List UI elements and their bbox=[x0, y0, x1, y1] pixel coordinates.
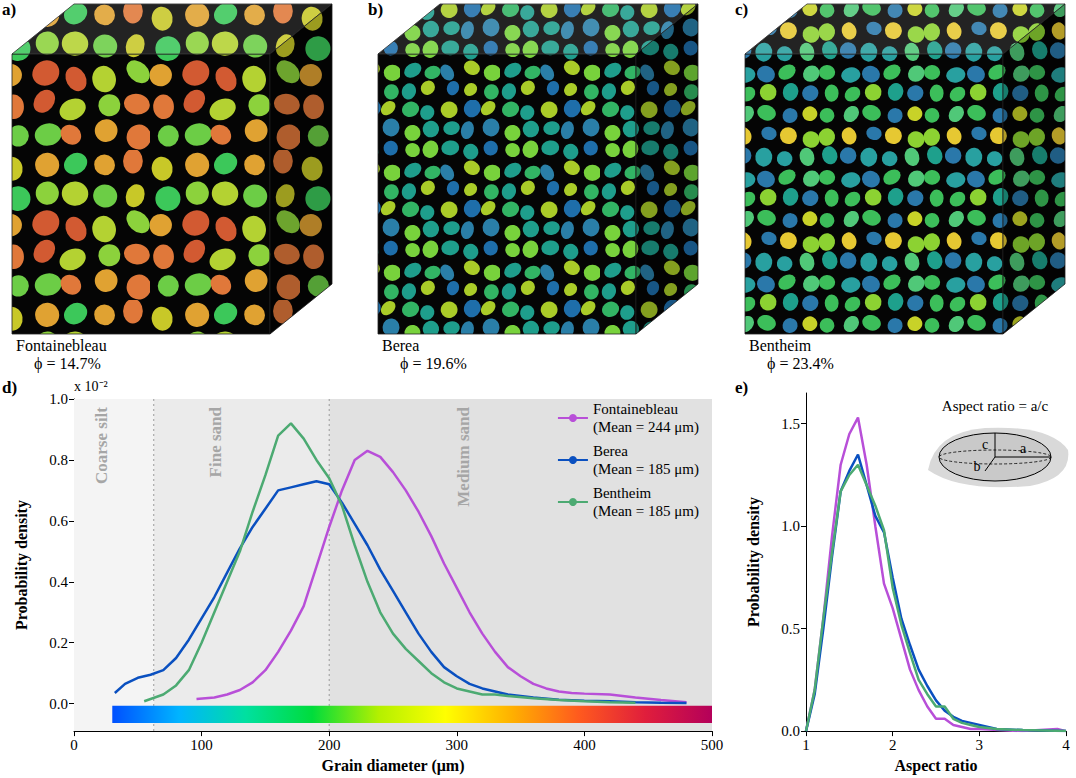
svg-text:4: 4 bbox=[1062, 737, 1070, 753]
svg-text:Berea: Berea bbox=[593, 443, 628, 459]
html-text:Bentheim: Bentheim bbox=[749, 337, 812, 354]
svg-text:1.0: 1.0 bbox=[781, 518, 800, 534]
html-text:Fontainebleau: Fontainebleau bbox=[16, 337, 107, 354]
html-text:e): e) bbox=[735, 378, 749, 397]
svg-text:0.0: 0.0 bbox=[49, 696, 68, 712]
html-text:ϕ = 23.4%: ϕ = 23.4% bbox=[767, 355, 834, 372]
svg-text:400: 400 bbox=[573, 737, 596, 753]
html-text:c): c) bbox=[735, 0, 749, 19]
svg-text:0: 0 bbox=[70, 737, 78, 753]
svg-text:c: c bbox=[982, 437, 988, 452]
svg-text:1.5: 1.5 bbox=[781, 416, 800, 432]
svg-text:Probability density: Probability density bbox=[13, 500, 31, 630]
html-text:d): d) bbox=[2, 378, 18, 397]
svg-text:100: 100 bbox=[190, 737, 213, 753]
svg-text:1: 1 bbox=[802, 737, 810, 753]
svg-text:2: 2 bbox=[889, 737, 897, 753]
svg-text:Aspect ratio: Aspect ratio bbox=[894, 757, 977, 775]
svg-text:(Mean = 244 μm): (Mean = 244 μm) bbox=[593, 419, 699, 436]
svg-text:a: a bbox=[1020, 441, 1027, 456]
svg-text:0.2: 0.2 bbox=[49, 635, 68, 651]
svg-text:Fontainebleau: Fontainebleau bbox=[593, 401, 678, 417]
svg-text:0.6: 0.6 bbox=[49, 513, 68, 529]
svg-text:0.4: 0.4 bbox=[49, 574, 68, 590]
svg-text:(Mean = 185 μm): (Mean = 185 μm) bbox=[593, 503, 699, 520]
svg-text:500: 500 bbox=[701, 737, 724, 753]
svg-text:b: b bbox=[974, 459, 981, 474]
svg-text:(Mean = 185 μm): (Mean = 185 μm) bbox=[593, 461, 699, 478]
svg-text:1.0: 1.0 bbox=[49, 391, 68, 407]
html-text:a): a) bbox=[2, 0, 17, 19]
svg-text:3: 3 bbox=[976, 737, 984, 753]
svg-text:Fine sand: Fine sand bbox=[206, 406, 225, 477]
svg-text:300: 300 bbox=[446, 737, 469, 753]
html-text:Berea: Berea bbox=[382, 337, 420, 354]
html-text:b): b) bbox=[368, 0, 384, 19]
svg-text:Bentheim: Bentheim bbox=[593, 485, 652, 501]
svg-text:x 10⁻²: x 10⁻² bbox=[74, 379, 108, 394]
svg-text:0.5: 0.5 bbox=[781, 621, 800, 637]
svg-text:Grain diameter (μm): Grain diameter (μm) bbox=[322, 757, 465, 775]
svg-text:0.8: 0.8 bbox=[49, 452, 68, 468]
svg-text:Medium sand: Medium sand bbox=[454, 406, 473, 506]
svg-text:Coarse silt: Coarse silt bbox=[92, 407, 111, 484]
html-text:ϕ = 19.6%: ϕ = 19.6% bbox=[400, 355, 467, 372]
svg-text:Aspect ratio = a/c: Aspect ratio = a/c bbox=[942, 398, 1049, 414]
svg-text:0.0: 0.0 bbox=[781, 723, 800, 739]
svg-text:Probability density: Probability density bbox=[745, 497, 763, 627]
html-text:ϕ = 14.7%: ϕ = 14.7% bbox=[34, 355, 101, 372]
svg-text:200: 200 bbox=[318, 737, 341, 753]
